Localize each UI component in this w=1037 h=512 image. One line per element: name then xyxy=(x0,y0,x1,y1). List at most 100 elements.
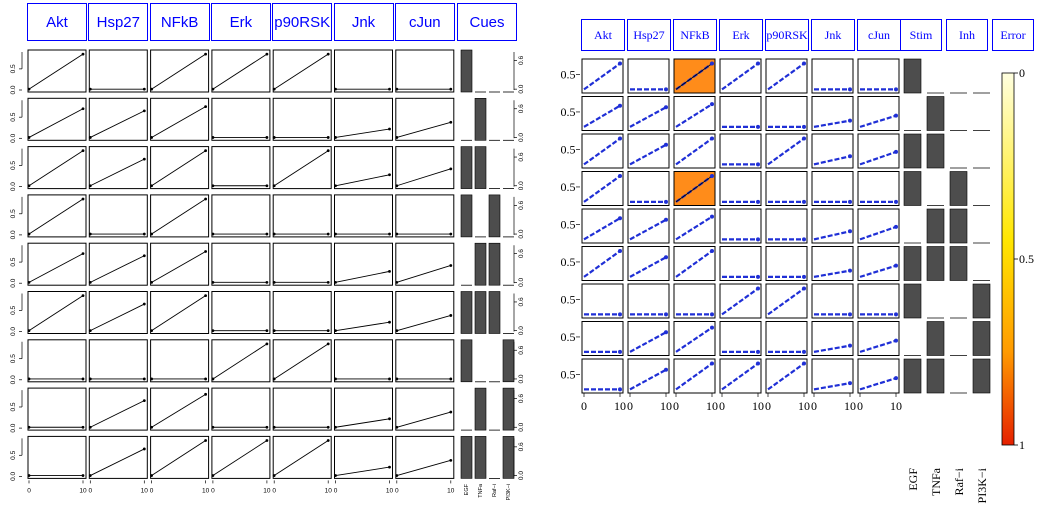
right-fit-point xyxy=(756,274,760,279)
right-stim-bar xyxy=(926,246,945,281)
left-point xyxy=(272,329,276,333)
left-series-line xyxy=(335,174,390,187)
left-point xyxy=(211,474,215,477)
left-series-line xyxy=(273,440,329,476)
left-cell xyxy=(334,49,393,93)
left-header-hsp27: Hsp27 xyxy=(88,3,149,41)
right-fit-point xyxy=(618,136,622,141)
left-cell xyxy=(27,435,87,479)
left-y-tick-label: 0.5 xyxy=(10,450,17,459)
left-series-line xyxy=(28,53,84,90)
right-fit-line xyxy=(859,377,897,391)
right-cell xyxy=(811,171,854,206)
left-cue-bar xyxy=(460,436,473,479)
left-cue-bar xyxy=(474,436,487,479)
right-fit-point xyxy=(664,330,668,335)
left-cue-bar xyxy=(460,339,473,383)
left-series-line xyxy=(28,253,84,283)
right-header-nfkb: NFkB xyxy=(673,19,717,51)
left-point xyxy=(211,377,215,381)
left-point xyxy=(81,197,85,201)
left-cell xyxy=(272,242,332,286)
left-cell xyxy=(150,97,210,141)
left-x-tick-label: 0 xyxy=(27,487,31,494)
right-fit-line xyxy=(859,264,897,278)
left-point xyxy=(388,320,391,324)
right-inh-label: Raf−i xyxy=(952,467,966,495)
left-point xyxy=(204,377,208,381)
right-inh-bar xyxy=(949,171,968,206)
left-point xyxy=(334,232,337,236)
left-point xyxy=(88,425,92,429)
left-right-tick-label: 0.6 xyxy=(518,152,525,161)
left-point xyxy=(204,197,208,201)
left-point xyxy=(27,425,31,429)
colorbar-tick-label: 1 xyxy=(1019,438,1025,452)
left-point xyxy=(272,425,276,429)
left-series-line xyxy=(335,466,390,477)
left-point xyxy=(272,474,276,477)
left-point xyxy=(334,136,337,139)
left-point xyxy=(326,149,330,153)
left-point xyxy=(272,232,276,236)
left-point xyxy=(449,87,453,91)
left-point xyxy=(211,425,215,429)
left-cell xyxy=(334,242,393,286)
right-cell xyxy=(857,358,900,394)
left-y-tick-label: 0.5 xyxy=(10,64,17,73)
right-cell xyxy=(765,208,808,244)
left-point xyxy=(326,439,330,442)
left-right-tick-label: 0.0 xyxy=(518,277,525,286)
left-point xyxy=(81,294,85,298)
right-header-inh: Inh xyxy=(946,19,988,51)
right-x-tick-label: 0 xyxy=(581,399,587,413)
left-point xyxy=(27,136,31,139)
right-cell xyxy=(581,283,624,319)
left-header-cjun: cJun xyxy=(394,3,455,41)
right-stim-bar xyxy=(903,283,922,319)
left-point xyxy=(326,232,330,236)
right-cell xyxy=(765,171,808,206)
left-point xyxy=(150,232,154,236)
left-point xyxy=(211,232,215,236)
left-x-tick-label: 0 xyxy=(272,487,276,494)
right-inh-bar xyxy=(949,246,968,281)
left-point xyxy=(81,474,85,477)
right-cell xyxy=(857,133,900,169)
left-series-line xyxy=(90,303,145,332)
right-cell xyxy=(673,283,716,319)
left-y-tick-label: 0.0 xyxy=(10,278,17,287)
left-point xyxy=(150,136,154,139)
left-point xyxy=(395,87,399,91)
right-stim-bar xyxy=(903,358,922,394)
left-point xyxy=(388,417,391,421)
left-point xyxy=(334,87,337,91)
left-series-line xyxy=(151,295,206,332)
left-y-tick-label: 0.5 xyxy=(10,354,17,363)
right-fit-line xyxy=(721,62,759,91)
left-point xyxy=(150,377,154,381)
right-fit-point xyxy=(664,312,668,317)
right-cell xyxy=(719,133,762,169)
right-fit-point xyxy=(710,174,714,179)
right-fit-line xyxy=(675,103,713,128)
right-fit-line xyxy=(767,362,805,391)
right-cell xyxy=(811,208,854,244)
left-cell xyxy=(334,435,393,479)
right-cell xyxy=(811,246,854,281)
left-point xyxy=(449,232,453,236)
right-fit-line xyxy=(675,250,713,278)
right-fit-line xyxy=(675,362,713,391)
left-x-tick-label: 10 xyxy=(202,487,210,494)
colorbar-tick-label: 0.5 xyxy=(1019,252,1034,266)
right-fit-point xyxy=(618,174,622,179)
right-data-line xyxy=(675,63,713,90)
left-point xyxy=(88,474,92,477)
left-y-tick-label: 0.5 xyxy=(10,402,17,411)
right-cell xyxy=(719,208,762,244)
colorbar xyxy=(1001,72,1015,446)
left-cell xyxy=(211,387,271,431)
right-x-tick-label: 0 xyxy=(811,399,817,413)
left-cue-bar xyxy=(488,242,501,286)
right-header-hsp27: Hsp27 xyxy=(627,19,671,51)
